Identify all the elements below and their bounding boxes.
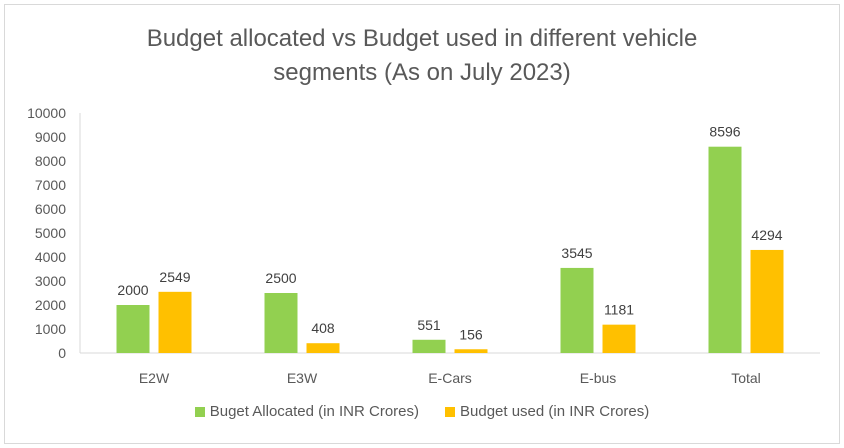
data-label: 1181 xyxy=(604,302,634,318)
data-label: 2000 xyxy=(117,282,148,298)
legend-item-used: Budget used (in INR Crores) xyxy=(445,403,649,420)
data-label: 408 xyxy=(311,320,335,336)
bar xyxy=(708,146,742,353)
x-tick-label: E3W xyxy=(287,370,318,386)
x-tick-label: E-Cars xyxy=(428,370,472,386)
chart-title-line: Budget allocated vs Budget used in diffe… xyxy=(146,25,698,52)
data-label: 551 xyxy=(417,317,441,333)
y-tick-label: 1000 xyxy=(35,321,66,337)
chart-title: Budget allocated vs Budget used in diffe… xyxy=(0,22,844,90)
y-tick-label: 10000 xyxy=(27,105,66,121)
bar xyxy=(116,305,150,353)
data-label: 4294 xyxy=(751,227,782,243)
bar xyxy=(454,349,488,353)
chart-title-line: segments (As on July 2023) xyxy=(273,59,571,86)
y-tick-label: 3000 xyxy=(35,273,66,289)
y-tick-label: 8000 xyxy=(35,153,66,169)
bar xyxy=(306,343,340,353)
legend-item-allocated: Buget Allocated (in INR Crores) xyxy=(194,403,419,420)
y-tick-label: 5000 xyxy=(35,225,66,241)
chart-frame xyxy=(4,4,840,444)
x-tick-label: E2W xyxy=(139,370,170,386)
bar xyxy=(560,267,594,353)
x-tick-label: E-bus xyxy=(580,370,617,386)
data-label: 156 xyxy=(459,326,483,342)
data-label: 2549 xyxy=(159,269,190,285)
x-tick-label: Total xyxy=(731,370,761,386)
y-tick-label: 0 xyxy=(58,345,66,361)
bar xyxy=(264,293,298,353)
data-label: 8596 xyxy=(709,124,740,140)
y-tick-label: 7000 xyxy=(35,177,66,193)
bar xyxy=(158,291,192,353)
legend-label: Buget Allocated (in INR Crores) xyxy=(209,403,419,420)
bar xyxy=(602,324,636,353)
legend: Buget Allocated (in INR Crores) Budget u… xyxy=(0,403,844,420)
y-tick-label: 2000 xyxy=(35,297,66,313)
bar xyxy=(750,249,784,353)
legend-label: Budget used (in INR Crores) xyxy=(460,403,650,420)
bar xyxy=(412,339,446,353)
legend-swatch xyxy=(445,406,455,417)
data-label: 2500 xyxy=(265,270,296,286)
y-tick-label: 9000 xyxy=(35,129,66,145)
legend-swatch xyxy=(194,406,205,417)
y-tick-label: 4000 xyxy=(35,249,66,265)
y-tick-label: 6000 xyxy=(35,201,66,217)
data-label: 3545 xyxy=(561,245,592,261)
